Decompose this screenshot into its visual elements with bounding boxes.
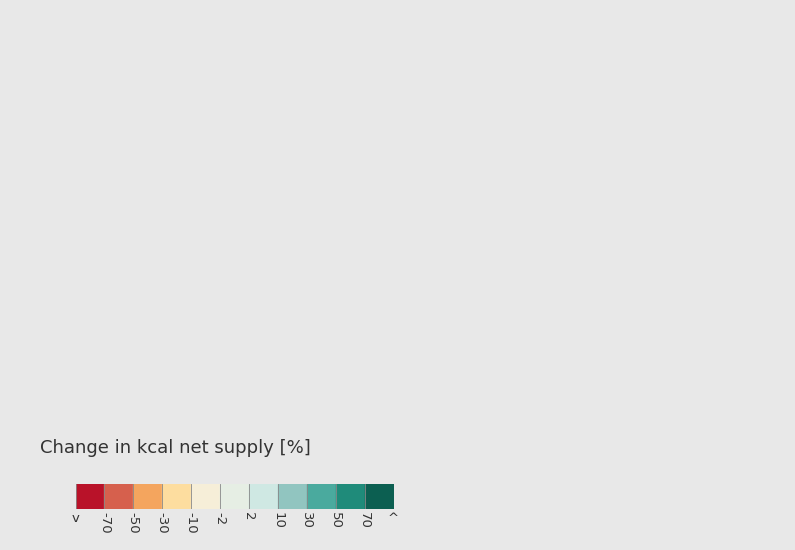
Text: 70: 70 xyxy=(358,512,371,529)
Text: -30: -30 xyxy=(156,512,169,534)
Text: -10: -10 xyxy=(184,512,198,534)
Text: -70: -70 xyxy=(98,512,111,534)
Text: 50: 50 xyxy=(329,512,342,529)
Text: 30: 30 xyxy=(301,512,313,529)
Bar xyxy=(191,484,220,509)
Text: 2: 2 xyxy=(242,512,255,521)
Text: -2: -2 xyxy=(214,512,227,525)
Bar xyxy=(249,484,278,509)
Bar xyxy=(162,484,191,509)
Bar xyxy=(278,484,307,509)
Bar xyxy=(307,484,335,509)
Bar xyxy=(220,484,249,509)
Bar xyxy=(134,484,162,509)
Text: ^: ^ xyxy=(388,512,399,525)
Bar xyxy=(76,484,104,509)
Text: v: v xyxy=(72,512,80,525)
Bar xyxy=(365,484,394,509)
Text: 10: 10 xyxy=(271,512,285,529)
Bar xyxy=(104,484,134,509)
Text: Change in kcal net supply [%]: Change in kcal net supply [%] xyxy=(40,439,311,457)
Bar xyxy=(335,484,365,509)
Text: -50: -50 xyxy=(127,512,140,534)
